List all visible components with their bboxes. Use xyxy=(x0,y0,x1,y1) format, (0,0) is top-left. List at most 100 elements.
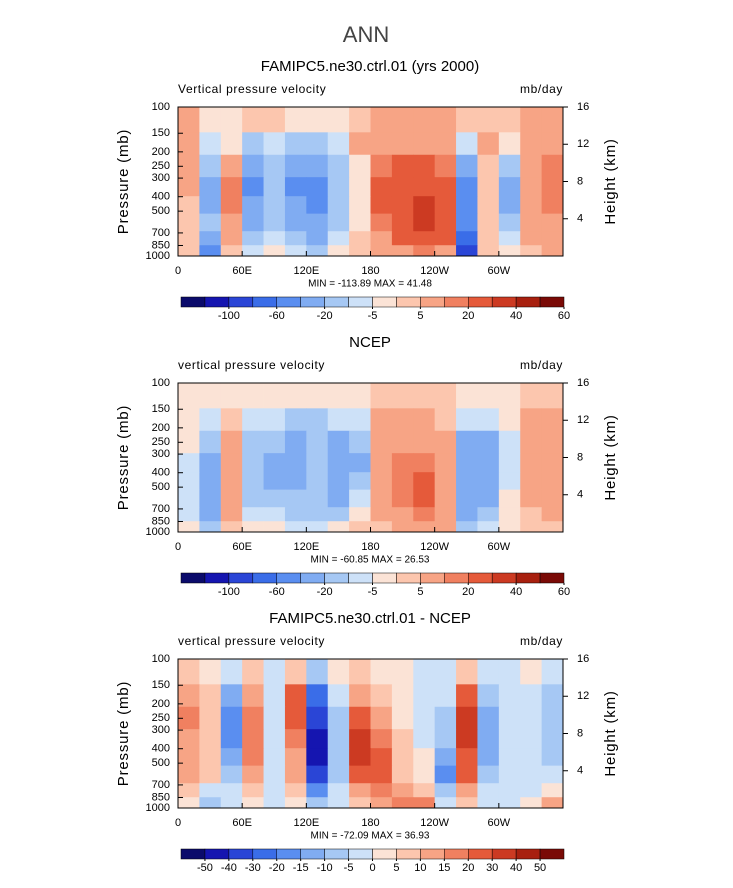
field-cell xyxy=(263,213,286,232)
field-cell xyxy=(284,430,307,454)
colorbar-box xyxy=(300,572,325,584)
field-cell xyxy=(199,196,222,215)
field-cell xyxy=(242,231,264,246)
field-cell xyxy=(413,213,436,232)
field-cell xyxy=(498,729,521,749)
field-cell xyxy=(541,132,564,156)
field-cell xyxy=(370,177,393,197)
field-cell xyxy=(199,132,222,156)
field-cell xyxy=(306,177,329,197)
field-cell xyxy=(199,684,222,708)
field-cell xyxy=(284,472,307,491)
field-cell xyxy=(284,659,307,685)
field-cell xyxy=(199,177,222,197)
field-cell xyxy=(370,783,393,798)
colorbar-box xyxy=(372,572,397,584)
field-cell xyxy=(456,684,478,708)
field-cell xyxy=(434,107,457,133)
y-tick-label: 250 xyxy=(152,160,170,172)
field-cell xyxy=(413,107,436,133)
colorbar-box xyxy=(539,296,565,308)
field-cell xyxy=(391,213,414,232)
y2-tick-label: 12 xyxy=(577,414,589,426)
colorbar-box xyxy=(444,572,469,584)
field-cell xyxy=(498,472,521,491)
field-cell xyxy=(220,729,243,749)
x-tick-label: 60W xyxy=(488,265,511,277)
field-cell xyxy=(541,245,564,257)
field-cell xyxy=(477,196,500,215)
field-cell xyxy=(306,408,329,432)
field-cell xyxy=(477,107,500,133)
y2-tick-label: 16 xyxy=(577,101,589,113)
field-cell xyxy=(498,706,521,730)
field-cell xyxy=(370,706,393,730)
field-cell xyxy=(284,797,307,809)
field-cell xyxy=(284,107,307,133)
field-cell xyxy=(306,196,329,215)
field-cell xyxy=(498,213,521,232)
colorbar-box xyxy=(444,296,469,308)
field-cell xyxy=(434,245,457,257)
field-cell xyxy=(349,213,371,232)
field-cell xyxy=(456,783,478,798)
x-tick-label: 180 xyxy=(361,265,379,277)
field-cell xyxy=(306,507,329,522)
colorbar-box xyxy=(515,296,541,308)
field-cell xyxy=(541,472,564,491)
field-cell xyxy=(434,472,457,491)
field-cell xyxy=(327,154,350,178)
field-cell xyxy=(370,453,393,473)
field-cell xyxy=(178,797,200,809)
field-cell xyxy=(541,213,564,232)
field-cell xyxy=(327,177,350,197)
x-tick-label: 60E xyxy=(232,541,252,553)
field-cell xyxy=(306,453,329,473)
colorbar-label: -15 xyxy=(293,862,309,874)
colorbar-box xyxy=(228,572,254,584)
field-cell xyxy=(178,107,200,133)
field-cell xyxy=(370,213,393,232)
field-cell xyxy=(498,453,521,473)
x-tick-label: 120W xyxy=(420,265,449,277)
field-cell xyxy=(520,107,543,133)
field-cell xyxy=(242,154,264,178)
field-cell xyxy=(327,453,350,473)
y2-tick-label: 8 xyxy=(577,727,583,739)
y-tick-label: 1000 xyxy=(146,802,170,814)
field-cell xyxy=(541,489,564,508)
field-cell xyxy=(349,489,371,508)
field-cell xyxy=(391,684,414,708)
colorbar-label: 5 xyxy=(393,862,399,874)
field-cell xyxy=(434,154,457,178)
y-tick-label: 300 xyxy=(152,448,170,460)
y-tick-label: 700 xyxy=(152,227,170,239)
field-cell xyxy=(498,154,521,178)
colorbar-label: 40 xyxy=(510,586,522,598)
field-cell xyxy=(477,472,500,491)
field-cell xyxy=(284,245,307,257)
field-cell xyxy=(199,408,222,432)
field-cell xyxy=(370,472,393,491)
field-cell xyxy=(477,684,500,708)
field-cell xyxy=(434,684,457,708)
field-cell xyxy=(242,765,264,784)
field-cell xyxy=(456,196,478,215)
field-cell xyxy=(349,177,371,197)
field-cell xyxy=(178,729,200,749)
colorbar-label: 5 xyxy=(417,310,423,322)
field-cell xyxy=(242,132,264,156)
colorbar-label: -5 xyxy=(368,310,378,322)
field-cell xyxy=(178,177,200,197)
field-cell xyxy=(391,729,414,749)
field-cell xyxy=(349,453,371,473)
field-cell xyxy=(391,453,414,473)
field-cell xyxy=(520,231,543,246)
y2-tick-label: 4 xyxy=(577,213,583,225)
field-cell xyxy=(520,472,543,491)
colorbar-box xyxy=(228,296,254,308)
field-cell xyxy=(306,797,329,809)
field-cell xyxy=(456,748,478,767)
field-cell xyxy=(284,507,307,522)
colorbar-box xyxy=(276,296,301,308)
